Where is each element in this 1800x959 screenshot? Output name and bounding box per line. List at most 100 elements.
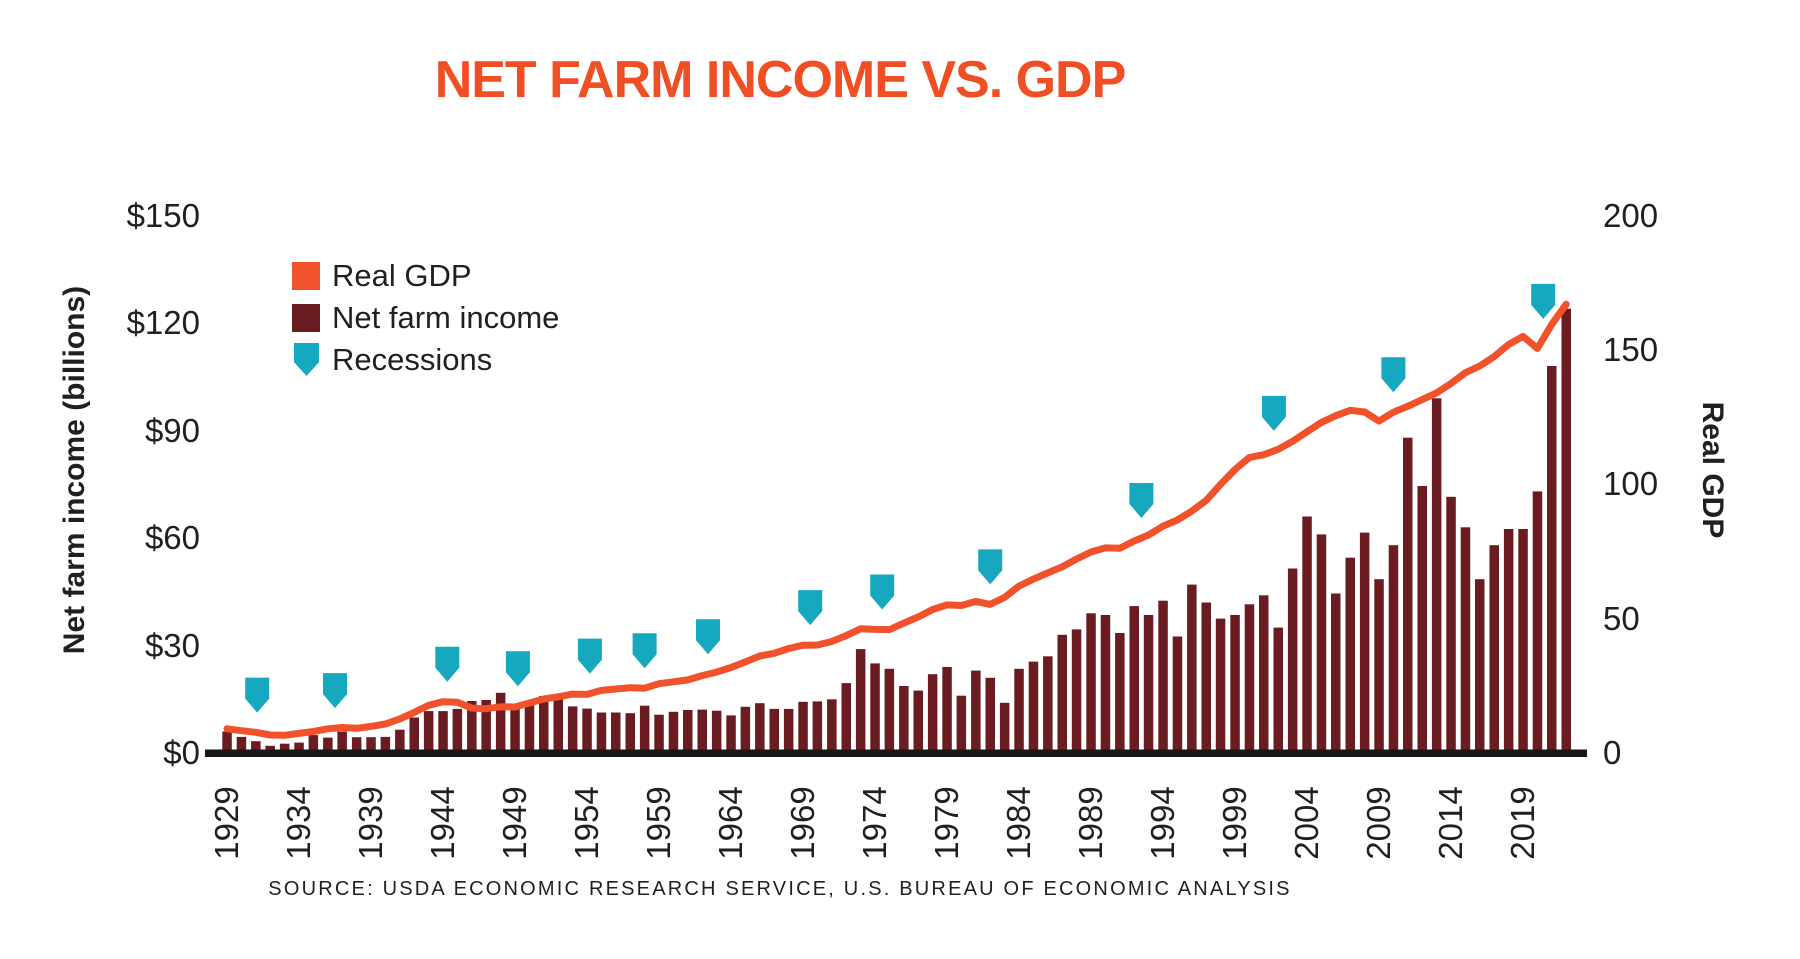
net-farm-income-bar bbox=[351, 737, 362, 755]
net-farm-income-bar bbox=[1158, 600, 1168, 755]
net-farm-income-bar bbox=[1489, 545, 1499, 755]
net-farm-income-bar bbox=[726, 715, 736, 755]
net-farm-income-bar bbox=[1115, 633, 1125, 755]
x-axis-tick-label: 1959 bbox=[640, 786, 677, 860]
net-farm-income-bar bbox=[395, 729, 405, 755]
net-farm-income-bar bbox=[452, 708, 463, 755]
net-farm-income-bar bbox=[1057, 634, 1067, 756]
net-farm-income-bar bbox=[942, 667, 952, 755]
net-farm-income-bar bbox=[740, 706, 751, 755]
x-axis-baseline bbox=[205, 749, 1587, 757]
x-axis-tick-label: 1979 bbox=[928, 786, 965, 860]
net-farm-income-bar bbox=[323, 737, 333, 755]
net-farm-income-bar bbox=[985, 677, 995, 756]
net-farm-income-bar bbox=[279, 743, 290, 755]
net-farm-income-bar bbox=[625, 713, 635, 755]
recession-marker-icon bbox=[435, 646, 460, 682]
net-farm-income-bar bbox=[827, 699, 837, 756]
net-farm-income-bar bbox=[884, 668, 895, 755]
net-farm-income-bar bbox=[812, 701, 823, 755]
net-farm-income-bar bbox=[423, 711, 434, 755]
net-farm-income-bar bbox=[1273, 627, 1283, 755]
net-farm-income-bar bbox=[999, 702, 1010, 755]
recession-marker-icon bbox=[1381, 357, 1406, 393]
net-farm-income-bar bbox=[596, 712, 607, 755]
recession-marker-icon bbox=[696, 619, 720, 655]
y-axis-left-tick-label: $120 bbox=[126, 304, 200, 341]
y-axis-right-tick-label: 100 bbox=[1603, 465, 1659, 503]
recession-marker-icon bbox=[577, 638, 602, 674]
net-farm-income-bar bbox=[1475, 579, 1485, 755]
recession-marker-icon bbox=[798, 590, 823, 626]
net-farm-income-bar bbox=[1201, 602, 1211, 755]
net-farm-income-bar bbox=[1215, 618, 1226, 755]
net-farm-income-bar bbox=[654, 714, 664, 755]
legend-label-recessions: Recessions bbox=[332, 342, 493, 377]
net-farm-income-bar bbox=[783, 708, 794, 755]
y-axis-right-tick-label: 50 bbox=[1603, 599, 1640, 637]
net-farm-income-bar bbox=[495, 692, 506, 755]
source-note: SOURCE: USDA ECONOMIC RESEARCH SERVICE, … bbox=[268, 878, 1292, 900]
net-farm-income-bar bbox=[1129, 606, 1139, 755]
recession-marker-icon bbox=[245, 677, 270, 713]
net-farm-income-bar bbox=[582, 708, 592, 755]
real-gdp-swatch-icon bbox=[292, 261, 320, 290]
x-axis-tick-label: 1999 bbox=[1216, 786, 1253, 860]
real-gdp-line bbox=[223, 300, 1570, 739]
net-farm-income-bar bbox=[639, 705, 650, 755]
x-axis-tick-label: 2004 bbox=[1288, 786, 1325, 860]
net-farm-income-bar bbox=[524, 704, 535, 755]
x-axis-tick-label: 1929 bbox=[208, 786, 245, 860]
net-farm-income-bar bbox=[683, 710, 693, 755]
net-farm-income-bar bbox=[1100, 615, 1111, 755]
net-farm-income-bar bbox=[236, 736, 247, 755]
x-axis-tick-label: 1949 bbox=[496, 786, 533, 860]
y-axis-right-tick-label: 0 bbox=[1603, 734, 1622, 771]
net-farm-income-bar bbox=[1417, 486, 1427, 755]
net-farm-income-bar bbox=[899, 686, 909, 755]
net-farm-income-bar bbox=[308, 735, 319, 755]
net-farm-income-bar bbox=[798, 701, 808, 755]
net-farm-income-bar bbox=[1532, 491, 1543, 755]
recession-marker-icon bbox=[505, 651, 530, 687]
x-axis-tick-label: 2014 bbox=[1432, 786, 1469, 860]
x-axis-tick-label: 1969 bbox=[784, 786, 821, 860]
x-axis-tick-label: 1974 bbox=[856, 786, 893, 860]
net-farm-income-bar bbox=[1028, 661, 1039, 755]
net-farm-income-bar bbox=[1403, 437, 1413, 755]
x-axis-tick-label: 1944 bbox=[424, 786, 461, 860]
recession-marker-icon bbox=[323, 673, 347, 709]
net-farm-income-bar bbox=[1086, 613, 1096, 756]
net-farm-income-bar bbox=[251, 741, 261, 755]
x-axis-tick-label: 2019 bbox=[1504, 786, 1541, 860]
recession-marker-icon bbox=[1261, 395, 1286, 431]
x-axis-tick-label: 2009 bbox=[1360, 786, 1397, 860]
net-farm-income-bar bbox=[1561, 308, 1571, 755]
net-farm-income-bar bbox=[913, 690, 923, 755]
net-farm-income-bar bbox=[481, 700, 491, 755]
net-farm-income-bar bbox=[956, 695, 967, 755]
net-farm-income-bar bbox=[1172, 636, 1183, 755]
net-farm-income-bar bbox=[927, 674, 938, 755]
recession-marker-icon bbox=[978, 549, 1003, 585]
net-farm-income-bar bbox=[1071, 629, 1082, 755]
net-farm-income-bar bbox=[1287, 568, 1298, 755]
net-farm-income-bar bbox=[1014, 668, 1024, 755]
net-farm-income-bar bbox=[1446, 496, 1456, 755]
net-farm-income-bar bbox=[1547, 366, 1557, 755]
net-farm-income-bar bbox=[1503, 529, 1514, 755]
net-farm-income-bar bbox=[1259, 595, 1269, 755]
y-axis-left-tick-label: $90 bbox=[144, 411, 200, 449]
net-farm-income-bar bbox=[971, 670, 981, 755]
net-farm-income-bar bbox=[1388, 545, 1399, 755]
net-farm-income-bar bbox=[467, 701, 477, 755]
x-axis-tick-label: 1989 bbox=[1072, 786, 1109, 860]
net-farm-income-bar bbox=[611, 712, 621, 755]
net-farm-income-bar bbox=[1316, 534, 1327, 755]
y-axis-right-tick-label: 150 bbox=[1603, 330, 1659, 368]
chart-title: NET FARM INCOME VS. GDP bbox=[434, 51, 1127, 109]
net-farm-income-bar bbox=[222, 731, 232, 755]
y-axis-left-tick-label: $60 bbox=[144, 519, 200, 556]
net-farm-income-bar bbox=[1460, 527, 1471, 756]
